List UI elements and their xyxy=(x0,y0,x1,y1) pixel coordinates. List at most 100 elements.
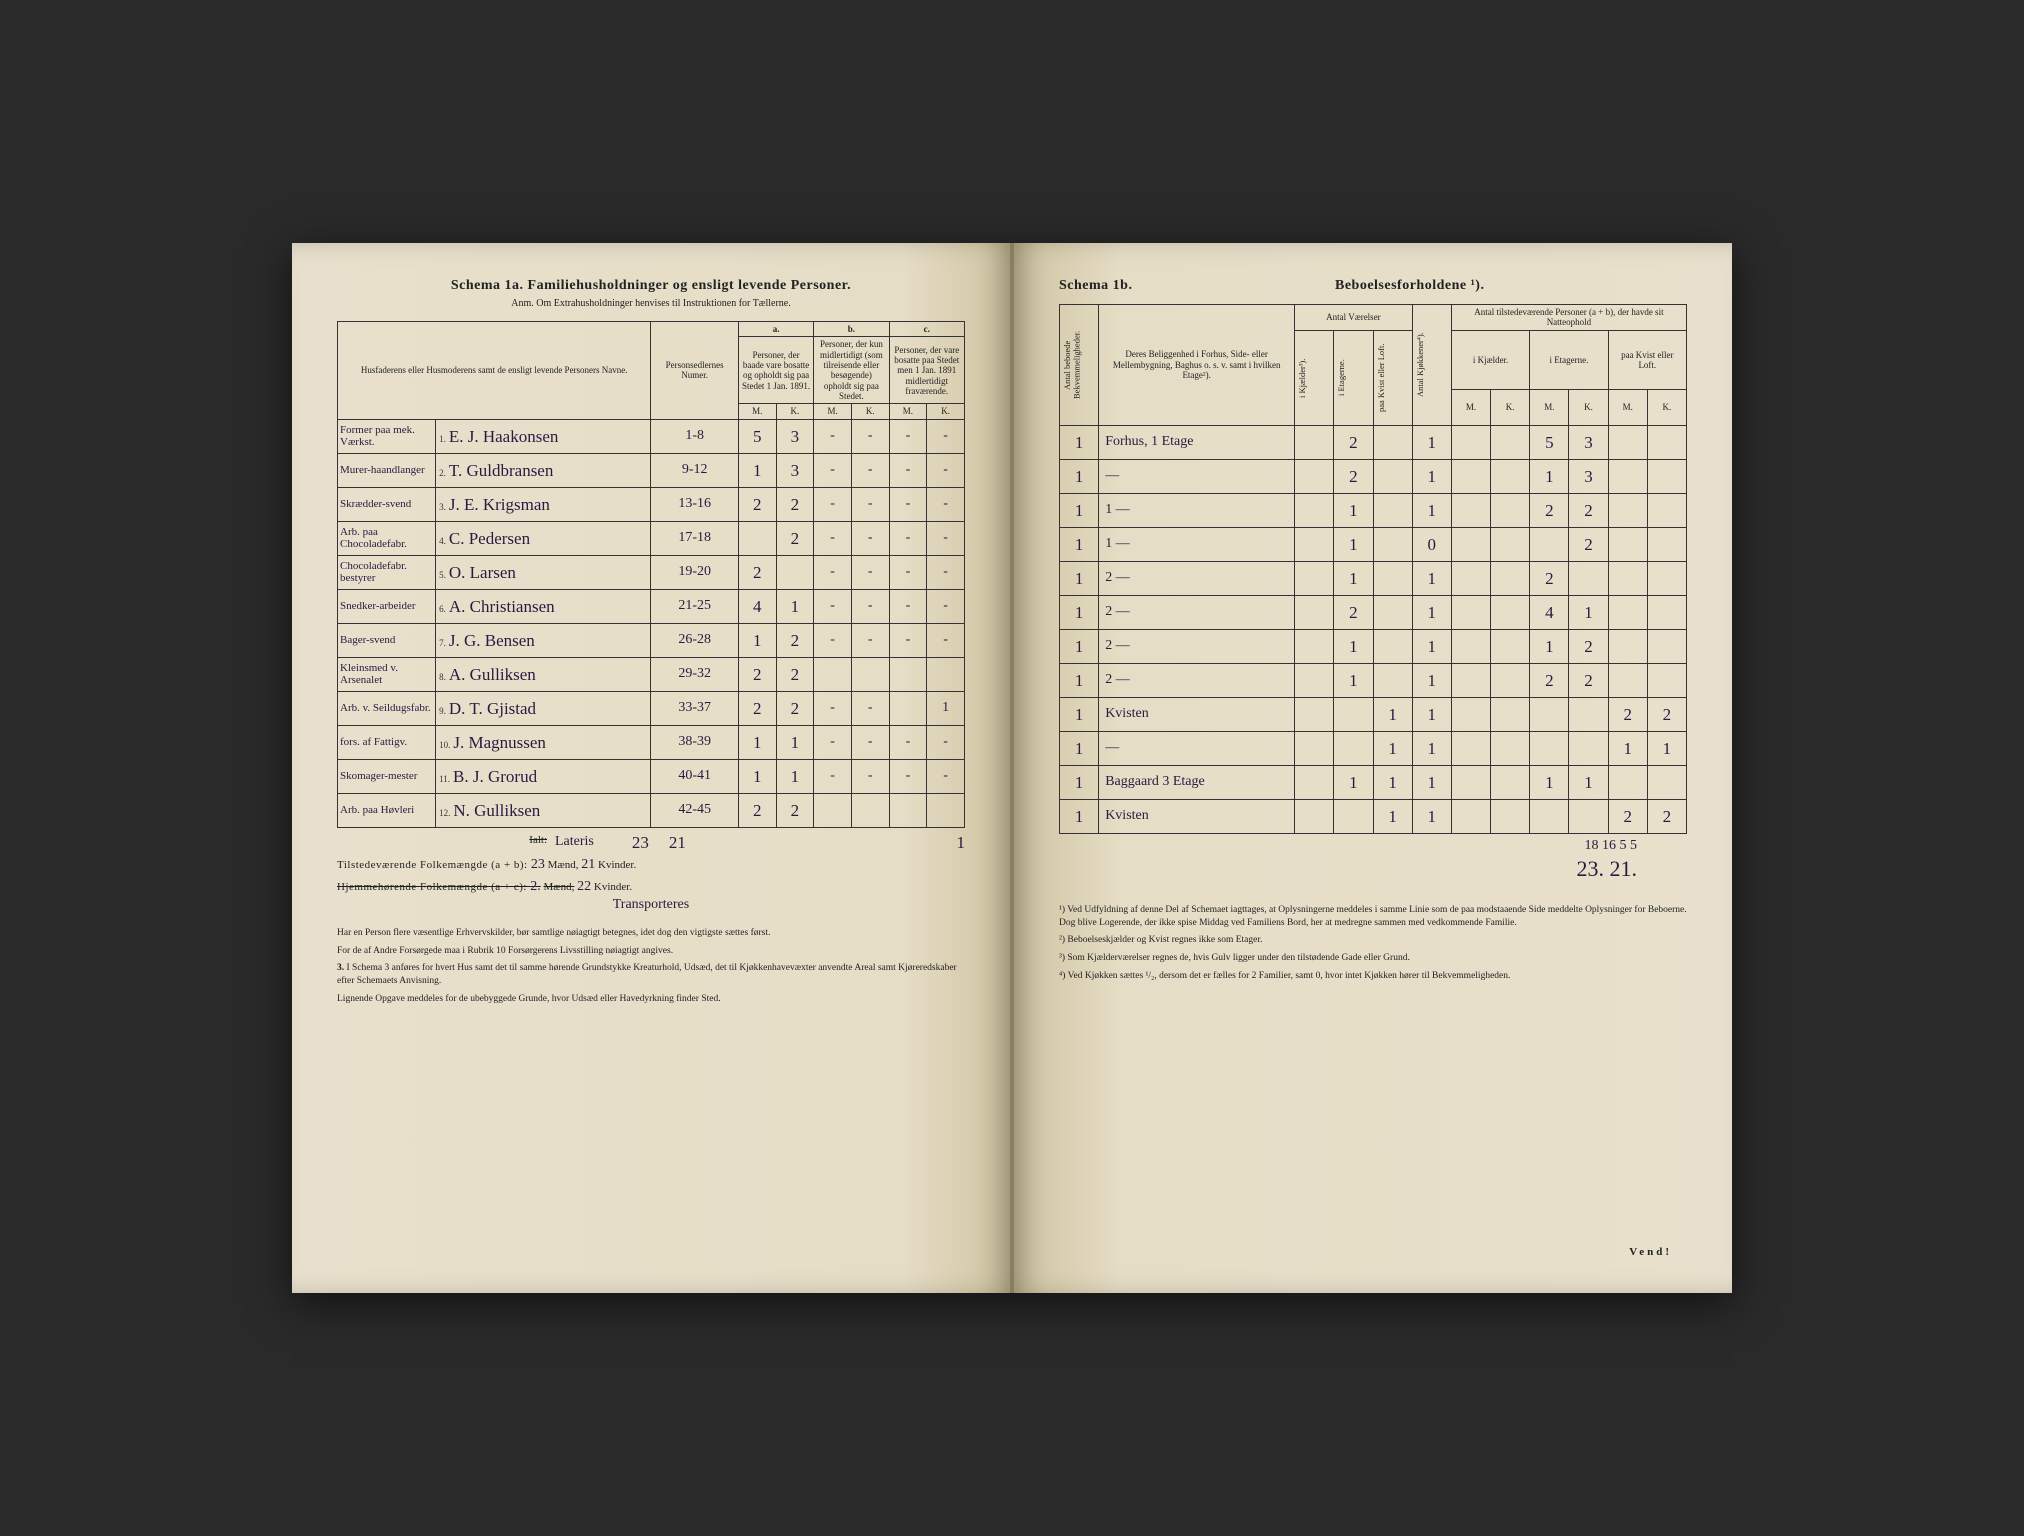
th-ck: K. xyxy=(927,404,965,419)
v-kjael xyxy=(1295,493,1334,527)
n-kk xyxy=(1491,425,1530,459)
kjok: 1 xyxy=(1412,595,1451,629)
antal-bek: 1 xyxy=(1060,561,1099,595)
table-row: 1Kvisten1122 xyxy=(1060,799,1687,833)
name-cell: 4.C. Pedersen xyxy=(436,521,651,555)
b-m: - xyxy=(814,759,852,793)
n-km xyxy=(1451,561,1490,595)
left-title: Schema 1a. Familiehusholdninger og ensli… xyxy=(337,278,965,294)
b-k: - xyxy=(851,555,889,589)
name-cell: 11.B. J. Grorud xyxy=(436,759,651,793)
left-page: Schema 1a. Familiehusholdninger og ensli… xyxy=(292,243,1012,1293)
th-name: Husfaderens eller Husmoderens samt de en… xyxy=(338,322,651,420)
b-k xyxy=(851,793,889,827)
occupation: Chocoladefabr. bestyrer xyxy=(338,555,436,589)
n-kk xyxy=(1491,663,1530,697)
line1-m: 23 xyxy=(531,857,545,872)
n-em xyxy=(1530,731,1569,765)
n-lk xyxy=(1647,459,1686,493)
v-kvist xyxy=(1373,561,1412,595)
location: 2 — xyxy=(1099,595,1295,629)
v-kjael xyxy=(1295,459,1334,493)
b-m: - xyxy=(814,589,852,623)
th-b: Personer, der kun midlertidigt (som tilr… xyxy=(814,337,889,404)
v-etag: 1 xyxy=(1334,765,1373,799)
a-k: 2 xyxy=(776,793,814,827)
a-k: 1 xyxy=(776,589,814,623)
n-km xyxy=(1451,799,1490,833)
n-kk xyxy=(1491,595,1530,629)
c-k: - xyxy=(927,487,965,521)
th-antal-bek: Antal beboede Bekvemmeligheder. xyxy=(1063,320,1082,410)
th-antal-kjok: Antal Kjøkkener⁴). xyxy=(1416,320,1425,410)
a-k: 2 xyxy=(776,691,814,725)
kjok: 1 xyxy=(1412,629,1451,663)
b-k: - xyxy=(851,623,889,657)
n-em: 2 xyxy=(1530,561,1569,595)
line2-label: Hjemmehørende Folkemængde (a + c): xyxy=(337,881,530,893)
c-k: - xyxy=(927,589,965,623)
person-num: 33-37 xyxy=(651,691,738,725)
line1-klbl: Kvinder. xyxy=(598,859,636,871)
a-k: 3 xyxy=(776,419,814,453)
n-kk xyxy=(1491,527,1530,561)
v-kvist xyxy=(1373,459,1412,493)
th-a: Personer, der baade vare bosatte og opho… xyxy=(738,337,813,404)
v-etag: 1 xyxy=(1334,663,1373,697)
b-m: - xyxy=(814,487,852,521)
lateris-m: 23 xyxy=(632,834,649,851)
person-num: 29-32 xyxy=(651,657,738,691)
v-kvist: 1 xyxy=(1373,765,1412,799)
b-k: - xyxy=(851,453,889,487)
v-etag xyxy=(1334,731,1373,765)
person-num: 17-18 xyxy=(651,521,738,555)
c-m xyxy=(889,793,927,827)
table-row: 1Kvisten1122 xyxy=(1060,697,1687,731)
kjok: 1 xyxy=(1412,459,1451,493)
name-cell: 12.N. Gulliksen xyxy=(436,793,651,827)
v-kjael xyxy=(1295,561,1334,595)
right-page: Schema 1b. Beboelsesforholdene ¹). Antal… xyxy=(1012,243,1732,1293)
a-m: 2 xyxy=(738,793,776,827)
th-ek: K. xyxy=(1569,390,1608,426)
census-book: Schema 1a. Familiehusholdninger og ensli… xyxy=(292,243,1732,1293)
table-row: 11 —102 xyxy=(1060,527,1687,561)
name-cell: 10.J. Magnussen xyxy=(436,725,651,759)
b-m: - xyxy=(814,521,852,555)
table-row: Snedker-arbeider6.A. Christiansen21-2541… xyxy=(338,589,965,623)
b-m: - xyxy=(814,555,852,589)
occupation: Skrædder-svend xyxy=(338,487,436,521)
kjok: 1 xyxy=(1412,493,1451,527)
kjok: 1 xyxy=(1412,799,1451,833)
v-etag: 2 xyxy=(1334,425,1373,459)
th-nkvist: paa Kvist eller Loft. xyxy=(1608,330,1686,389)
n-em: 2 xyxy=(1530,493,1569,527)
th-tilst: Antal tilstedeværende Personer (a + b), … xyxy=(1451,305,1686,331)
a-m: 1 xyxy=(738,759,776,793)
c-k: - xyxy=(927,759,965,793)
b-m: - xyxy=(814,691,852,725)
c-m: - xyxy=(889,759,927,793)
th-kk: K. xyxy=(1491,390,1530,426)
person-num: 42-45 xyxy=(651,793,738,827)
v-kjael xyxy=(1295,765,1334,799)
occupation: Snedker-arbeider xyxy=(338,589,436,623)
n-lk xyxy=(1647,629,1686,663)
table-row: 11 —1122 xyxy=(1060,493,1687,527)
th-ak: K. xyxy=(776,404,814,419)
a-k xyxy=(776,555,814,589)
table-row: Former paa mek. Værkst.1.E. J. Haakonsen… xyxy=(338,419,965,453)
sum-line: 18 16 5 5 xyxy=(1059,838,1687,854)
th-netag: i Etagerne. xyxy=(1530,330,1608,389)
c-k: - xyxy=(927,725,965,759)
c-k: - xyxy=(927,453,965,487)
occupation: Kleinsmed v. Arsenalet xyxy=(338,657,436,691)
n-lk xyxy=(1647,765,1686,799)
person-num: 13-16 xyxy=(651,487,738,521)
name-cell: 3.J. E. Krigsman xyxy=(436,487,651,521)
table-row: Kleinsmed v. Arsenalet8.A. Gulliksen29-3… xyxy=(338,657,965,691)
n-em: 4 xyxy=(1530,595,1569,629)
th-belig: Deres Beliggenhed i Forhus, Side- eller … xyxy=(1099,305,1295,426)
c-k xyxy=(927,793,965,827)
location: 2 — xyxy=(1099,663,1295,697)
